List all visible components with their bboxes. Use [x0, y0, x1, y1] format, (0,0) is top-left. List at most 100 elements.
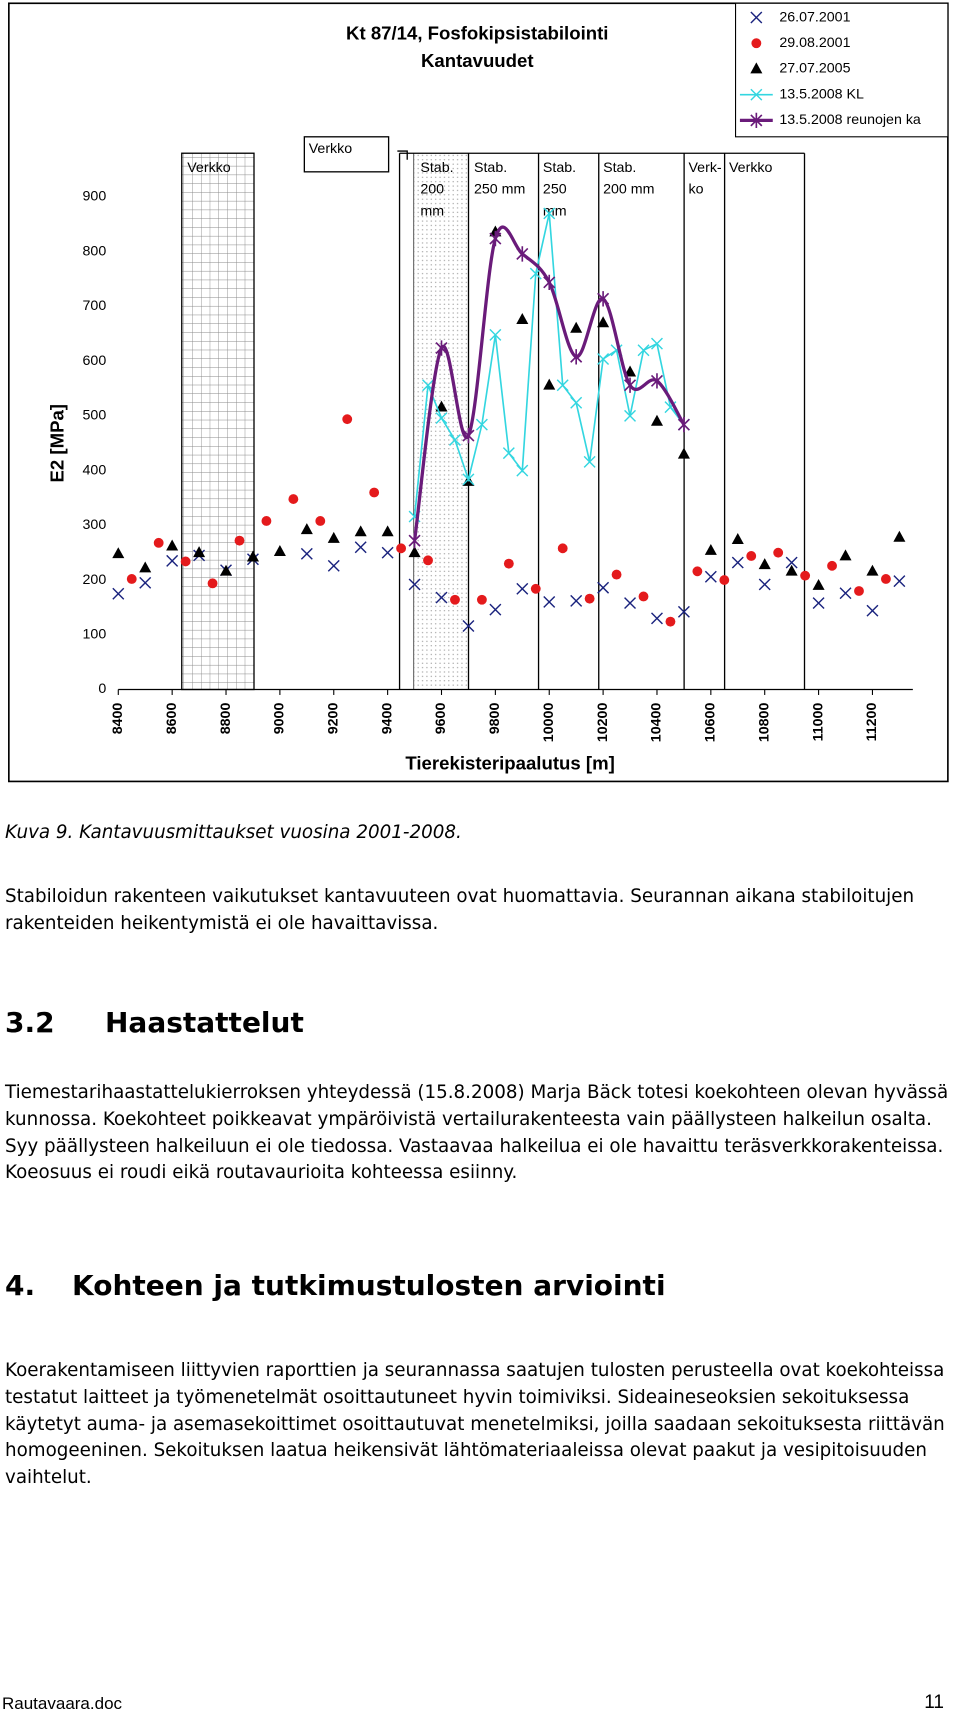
region-label: Stab.	[543, 160, 576, 176]
marker	[650, 373, 664, 389]
y-tick-label: 300	[83, 517, 107, 533]
marker	[556, 379, 569, 392]
marker	[638, 591, 649, 602]
x-tick-label: 9200	[326, 703, 342, 735]
marker	[516, 464, 529, 477]
footer-file: Rautavaara.doc	[2, 1694, 123, 1713]
marker	[854, 586, 864, 596]
x-tick-label: 11000	[810, 703, 826, 742]
marker	[650, 414, 663, 426]
region-label: ko	[688, 182, 703, 198]
marker	[381, 546, 394, 559]
marker	[327, 559, 340, 572]
marker	[758, 558, 771, 570]
marker	[273, 545, 286, 556]
marker	[623, 377, 637, 393]
marker	[112, 547, 125, 559]
marker	[893, 575, 906, 588]
marker	[704, 543, 717, 555]
marker	[435, 591, 448, 604]
marker	[866, 564, 879, 576]
y-tick-label: 800	[83, 243, 107, 259]
chart-title: Kt 87/14, Fosfokipsistabilointi	[346, 22, 608, 43]
y-tick-label: 200	[83, 572, 107, 588]
marker	[475, 418, 488, 431]
x-tick-label: 9400	[379, 703, 395, 735]
x-tick-label: 10800	[756, 703, 772, 743]
marker	[408, 546, 421, 558]
x-tick-label: 8400	[110, 703, 126, 735]
marker	[180, 556, 191, 567]
marker	[354, 525, 367, 537]
marker	[650, 337, 663, 350]
marker	[597, 353, 610, 365]
marker	[785, 564, 798, 576]
x-tick-label: 10600	[703, 703, 719, 743]
marker	[300, 523, 313, 535]
marker	[637, 344, 650, 357]
heading: 4. Kohteen ja tutkimustulosten arviointi	[5, 1269, 666, 1302]
marker	[220, 564, 233, 576]
region-label: mm	[420, 204, 444, 220]
legend-marker	[750, 62, 763, 74]
x-tick-label: 9800	[487, 703, 503, 735]
marker	[476, 594, 487, 605]
marker	[193, 546, 206, 558]
region-label: Verk-	[688, 160, 721, 176]
region-label: 200 mm	[603, 182, 654, 198]
y-tick-label: 900	[83, 189, 107, 205]
y-tick-label: 700	[83, 298, 107, 314]
region-label: 250 mm	[474, 182, 525, 198]
legend-marker	[750, 112, 763, 129]
x-tick-label: 10400	[649, 703, 665, 743]
heading-number: 4.	[5, 1269, 36, 1302]
marker	[677, 605, 690, 618]
marker	[570, 594, 583, 607]
marker	[570, 396, 583, 409]
marker	[543, 274, 556, 291]
y-tick-label: 500	[83, 408, 107, 424]
marker	[557, 543, 568, 554]
marker	[731, 532, 744, 544]
marker	[543, 207, 556, 220]
marker	[234, 535, 245, 546]
marker	[650, 612, 663, 625]
marker	[300, 547, 313, 560]
paragraph: Koerakentamiseen liittyvien raporttien j…	[5, 1360, 945, 1489]
marker	[166, 539, 179, 551]
marker	[597, 581, 610, 594]
marker	[597, 291, 610, 307]
region-label: Stab.	[420, 160, 453, 176]
marker	[597, 316, 610, 328]
x-axis-label: Tierekisteripaalutus [m]	[405, 752, 614, 773]
marker	[166, 554, 179, 567]
marker	[583, 455, 596, 468]
region-label: Verkko	[309, 141, 353, 157]
region-label: Stab.	[474, 160, 507, 176]
y-tick-label: 600	[83, 353, 107, 369]
marker	[435, 340, 448, 356]
paragraph: Tiemestarihaastattelukierroksen yhteydes…	[5, 1082, 949, 1184]
marker	[880, 574, 891, 584]
marker	[288, 494, 299, 504]
marker	[315, 516, 326, 526]
figure-caption: Kuva 9. Kantavuusmittaukset vuosina 2001…	[5, 822, 462, 843]
region-label: Verkko	[729, 160, 773, 176]
heading-title: Kohteen ja tutkimustulosten arviointi	[72, 1269, 666, 1302]
marker	[516, 313, 529, 324]
marker	[719, 575, 730, 585]
marker	[369, 487, 380, 498]
marker	[448, 433, 461, 446]
marker	[731, 556, 744, 569]
legend-marker	[751, 38, 762, 49]
marker	[139, 561, 152, 573]
heading-number: 3.2	[5, 1006, 55, 1039]
legend-label: 27.07.2005	[779, 61, 850, 77]
footer-page: 11	[924, 1692, 944, 1713]
marker	[246, 550, 259, 562]
marker	[866, 604, 879, 617]
marker	[758, 578, 771, 591]
legend-box	[735, 2, 949, 138]
marker	[543, 595, 556, 608]
